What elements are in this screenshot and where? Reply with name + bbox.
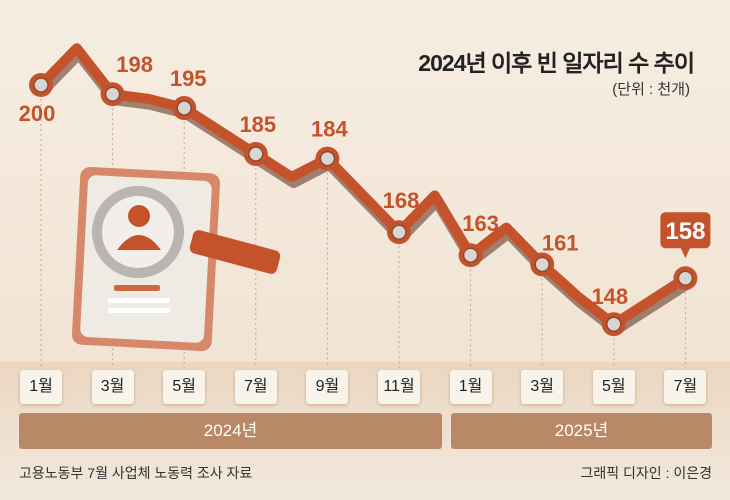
unit-label: (단위 : 천개)	[612, 81, 690, 98]
data-label: 195	[170, 66, 207, 91]
data-point	[248, 146, 264, 162]
year-label-2024: 2024년	[19, 413, 442, 449]
data-label: 158	[665, 218, 705, 245]
data-label: 148	[591, 284, 628, 309]
data-label: 185	[239, 112, 276, 137]
data-label: 161	[542, 230, 579, 255]
data-label: 163	[462, 211, 499, 236]
data-label: 198	[116, 52, 153, 77]
document-magnifier-illustration	[71, 166, 281, 352]
x-tick-label: 7월	[234, 370, 277, 404]
data-point	[606, 316, 622, 332]
data-label: 184	[311, 117, 348, 142]
data-point	[104, 86, 121, 102]
x-tick-label: 1월	[449, 370, 492, 404]
x-tick-label: 5월	[163, 370, 206, 404]
data-point	[462, 247, 479, 263]
data-label: 168	[383, 188, 420, 213]
data-point	[677, 270, 694, 286]
x-tick-label: 5월	[592, 370, 635, 404]
data-point	[176, 100, 192, 116]
x-tick-label: 9월	[306, 370, 349, 404]
series-line	[37, 43, 689, 330]
data-point	[391, 224, 407, 240]
year-label-2025: 2025년	[451, 413, 712, 449]
source-note: 고용노동부 7월 사업체 노동력 조사 자료	[19, 465, 253, 481]
data-point	[33, 77, 49, 93]
credit-note: 그래픽 디자인 : 이은경	[580, 465, 712, 481]
callout-pointer	[680, 247, 691, 259]
chart-title: 2024년 이후 빈 일자리 수 추이	[418, 50, 695, 76]
callout-box	[660, 212, 711, 249]
x-tick-label: 3월	[91, 370, 134, 404]
x-tick-label: 3월	[521, 370, 564, 404]
data-point	[534, 256, 550, 273]
data-label: 200	[19, 101, 56, 126]
data-point	[319, 150, 336, 167]
x-tick-label: 11월	[378, 370, 420, 404]
x-tick-label: 7월	[664, 370, 707, 404]
x-tick-label: 1월	[20, 370, 62, 404]
